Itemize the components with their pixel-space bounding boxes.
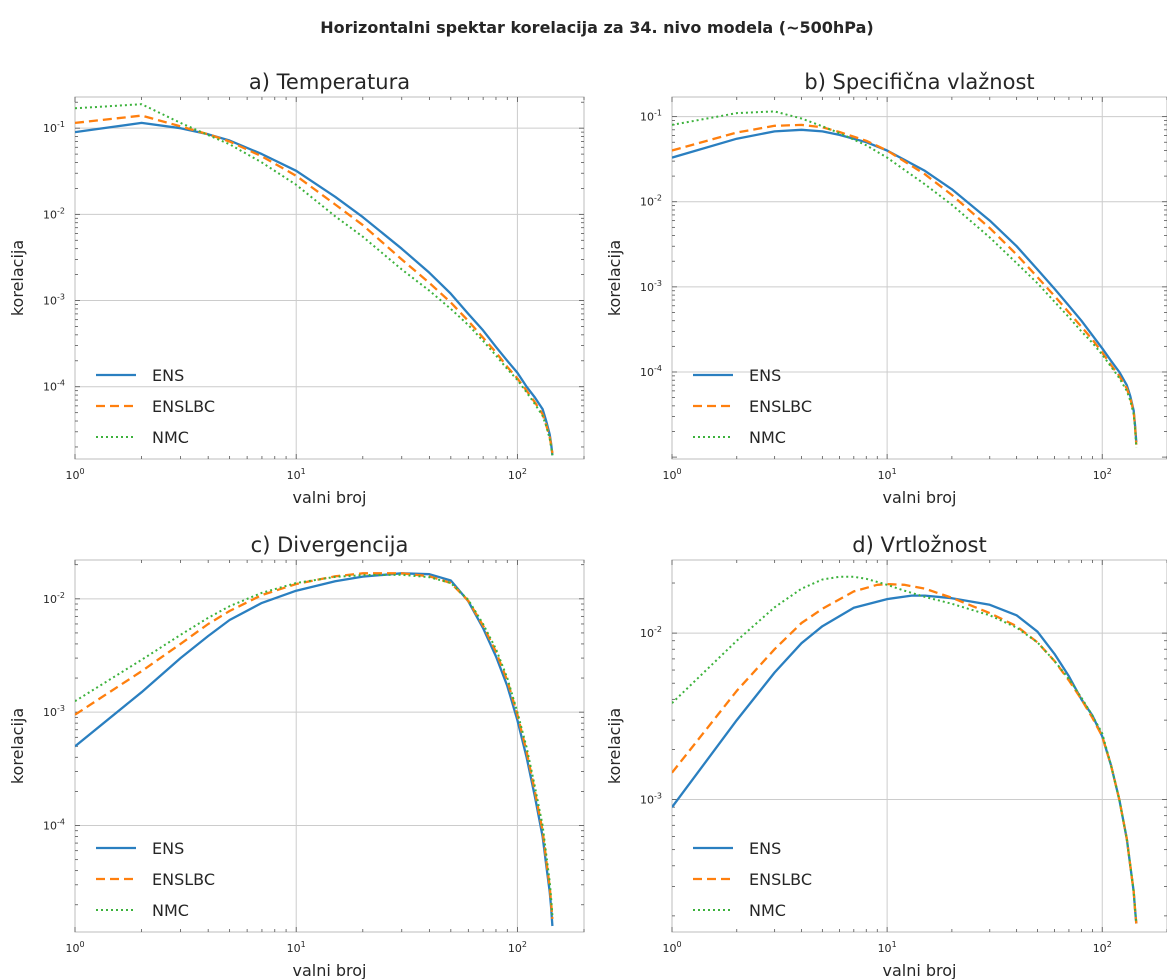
x-tick-label: 102 — [508, 467, 527, 482]
series-line-ens — [672, 594, 1138, 924]
legend-label-enslbc: ENSLBC — [749, 397, 812, 416]
panels: 100 101 102 10-4 10-3 10-2 10-1 a) Temperatura v… — [8, 70, 1167, 979]
x-tick-label: 101 — [878, 467, 897, 482]
x-tick-label: 102 — [508, 940, 527, 955]
y-tick-label: 10-2 — [43, 206, 65, 221]
legend-label-ens: ENS — [749, 839, 781, 858]
y-tick-label: 10-3 — [43, 293, 65, 308]
x-tick-label: 100 — [662, 940, 681, 955]
panel-4: 100 101 102 10-3 10-2 d) Vrtložnost valni broj… — [605, 533, 1167, 979]
x-tick-label: 100 — [65, 940, 84, 955]
panel-title: a) Temperatura — [249, 70, 410, 94]
series-line-ens — [672, 128, 1138, 443]
x-tick-label: 100 — [662, 467, 681, 482]
axes-frame — [671, 96, 1167, 460]
panel-title: c) Divergencija — [251, 533, 409, 557]
legend-label-nmc: NMC — [152, 901, 189, 920]
series-line-enslbc — [672, 123, 1138, 445]
y-axis-label: korelacija — [605, 708, 624, 784]
series-line-enslbc — [75, 114, 554, 454]
legend: ENS ENSLBC NMC — [96, 839, 215, 920]
y-tick-label: 10-3 — [43, 704, 65, 719]
x-axis-label: valni broj — [882, 488, 956, 507]
figure-title: Horizontalni spektar korelacija za 34. n… — [320, 18, 873, 37]
panel-2: 100 101 102 10-4 10-3 10-2 10-1 b) Specifična v… — [605, 70, 1167, 507]
panel-1: 100 101 102 10-4 10-3 10-2 10-1 a) Temperatura v… — [8, 70, 585, 507]
panel-title: d) Vrtložnost — [852, 533, 986, 557]
y-tick-label: 10-4 — [43, 379, 65, 394]
legend-label-ens: ENS — [152, 839, 184, 858]
x-tick-label: 102 — [1093, 467, 1112, 482]
axes-frame — [74, 96, 585, 460]
y-tick-label: 10-1 — [640, 109, 662, 124]
y-axis-label: korelacija — [605, 240, 624, 316]
legend-label-ens: ENS — [152, 366, 184, 385]
y-axis-label: korelacija — [8, 240, 27, 316]
x-axis-label: valni broj — [292, 961, 366, 979]
x-tick-label: 100 — [65, 467, 84, 482]
legend: ENS ENSLBC NMC — [693, 366, 812, 447]
series-line-ens — [75, 572, 554, 927]
legend-label-nmc: NMC — [749, 428, 786, 447]
axes-frame — [671, 559, 1167, 933]
x-tick-label: 102 — [1093, 940, 1112, 955]
legend: ENS ENSLBC NMC — [693, 839, 812, 920]
minor-ticks — [671, 97, 1167, 459]
x-tick-label: 101 — [287, 467, 306, 482]
minor-ticks — [74, 97, 585, 459]
y-tick-label: 10-3 — [640, 792, 662, 807]
y-tick-label: 10-1 — [43, 120, 65, 135]
x-axis-label: valni broj — [292, 488, 366, 507]
y-tick-label: 10-4 — [640, 364, 662, 379]
legend-label-enslbc: ENSLBC — [749, 870, 812, 889]
panel-title: b) Specifična vlažnost — [804, 70, 1034, 94]
series-line-enslbc — [672, 582, 1138, 924]
panel-3: 100 101 102 10-4 10-3 10-2 c) Divergencija valn… — [8, 533, 585, 979]
legend-label-enslbc: ENSLBC — [152, 870, 215, 889]
y-tick-label: 10-2 — [43, 591, 65, 606]
legend-label-nmc: NMC — [152, 428, 189, 447]
x-axis-label: valni broj — [882, 961, 956, 979]
legend-label-nmc: NMC — [749, 901, 786, 920]
minor-ticks — [74, 560, 585, 932]
x-tick-label: 101 — [287, 940, 306, 955]
y-tick-label: 10-2 — [640, 194, 662, 209]
y-axis-label: korelacija — [8, 708, 27, 784]
legend-label-ens: ENS — [749, 366, 781, 385]
legend: ENS ENSLBC NMC — [96, 366, 215, 447]
y-tick-label: 10-4 — [43, 818, 65, 833]
series-line-nmc — [75, 573, 554, 916]
series-line-nmc — [75, 103, 554, 456]
series-line-nmc — [672, 575, 1138, 924]
y-tick-label: 10-2 — [640, 625, 662, 640]
series-line-ens — [75, 121, 554, 456]
y-tick-label: 10-3 — [640, 279, 662, 294]
minor-ticks — [671, 560, 1167, 932]
legend-label-enslbc: ENSLBC — [152, 397, 215, 416]
x-tick-label: 101 — [878, 940, 897, 955]
